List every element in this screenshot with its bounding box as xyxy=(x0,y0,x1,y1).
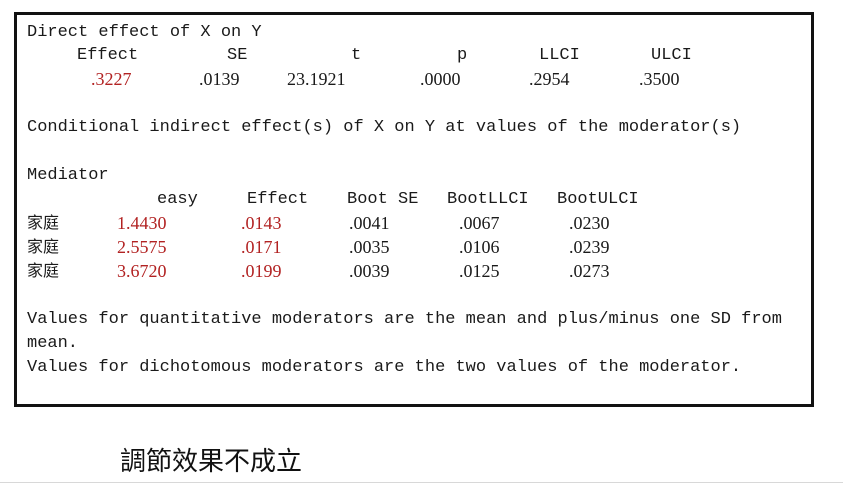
header-p: p xyxy=(457,46,468,65)
row2-ulci: .0239 xyxy=(569,237,610,257)
row2-boot-se: .0035 xyxy=(349,237,390,257)
row1-boot-se: .0041 xyxy=(349,213,390,233)
header-bootllci: BootLLCI xyxy=(447,190,529,209)
row1-ulci: .0230 xyxy=(569,213,610,233)
value-t: 23.1921 xyxy=(287,69,346,89)
value-ulci: .3500 xyxy=(639,69,680,89)
header-easy: easy xyxy=(157,190,198,209)
conditional-effect-title: Conditional indirect effect(s) of X on Y… xyxy=(27,118,742,137)
row2-effect: .0171 xyxy=(241,237,282,257)
row1-mediator: 家庭 xyxy=(27,213,60,232)
value-se: .0139 xyxy=(199,69,240,89)
row1-easy: 1.4430 xyxy=(117,213,167,233)
header-boot-se: Boot SE xyxy=(347,190,419,209)
header-ulci: ULCI xyxy=(651,46,692,65)
row3-mediator: 家庭 xyxy=(27,261,60,280)
row2-llci: .0106 xyxy=(459,237,500,257)
header-effect: Effect xyxy=(77,46,139,65)
header-cond-effect: Effect xyxy=(247,190,309,209)
bottom-divider xyxy=(0,482,843,483)
mediator-label: Mediator xyxy=(27,166,109,185)
header-t: t xyxy=(351,46,362,65)
value-p: .0000 xyxy=(420,69,461,89)
row1-llci: .0067 xyxy=(459,213,500,233)
row3-llci: .0125 xyxy=(459,261,500,281)
note-line-3: Values for dichotomous moderators are th… xyxy=(27,358,742,377)
direct-effect-title: Direct effect of X on Y xyxy=(27,23,262,42)
conclusion-text: 調節效果不成立 xyxy=(120,447,303,477)
process-output-box: Direct effect of X on Y Effect SE t p LL… xyxy=(14,12,814,407)
header-llci: LLCI xyxy=(539,46,580,65)
row2-easy: 2.5575 xyxy=(117,237,167,257)
value-effect: .3227 xyxy=(91,69,132,89)
row3-boot-se: .0039 xyxy=(349,261,390,281)
note-line-2: mean. xyxy=(27,334,79,353)
row2-mediator: 家庭 xyxy=(27,237,60,256)
row1-effect: .0143 xyxy=(241,213,282,233)
row3-effect: .0199 xyxy=(241,261,282,281)
header-bootulci: BootULCI xyxy=(557,190,639,209)
row3-ulci: .0273 xyxy=(569,261,610,281)
note-line-1: Values for quantitative moderators are t… xyxy=(27,310,782,329)
row3-easy: 3.6720 xyxy=(117,261,167,281)
value-llci: .2954 xyxy=(529,69,570,89)
header-se: SE xyxy=(227,46,248,65)
